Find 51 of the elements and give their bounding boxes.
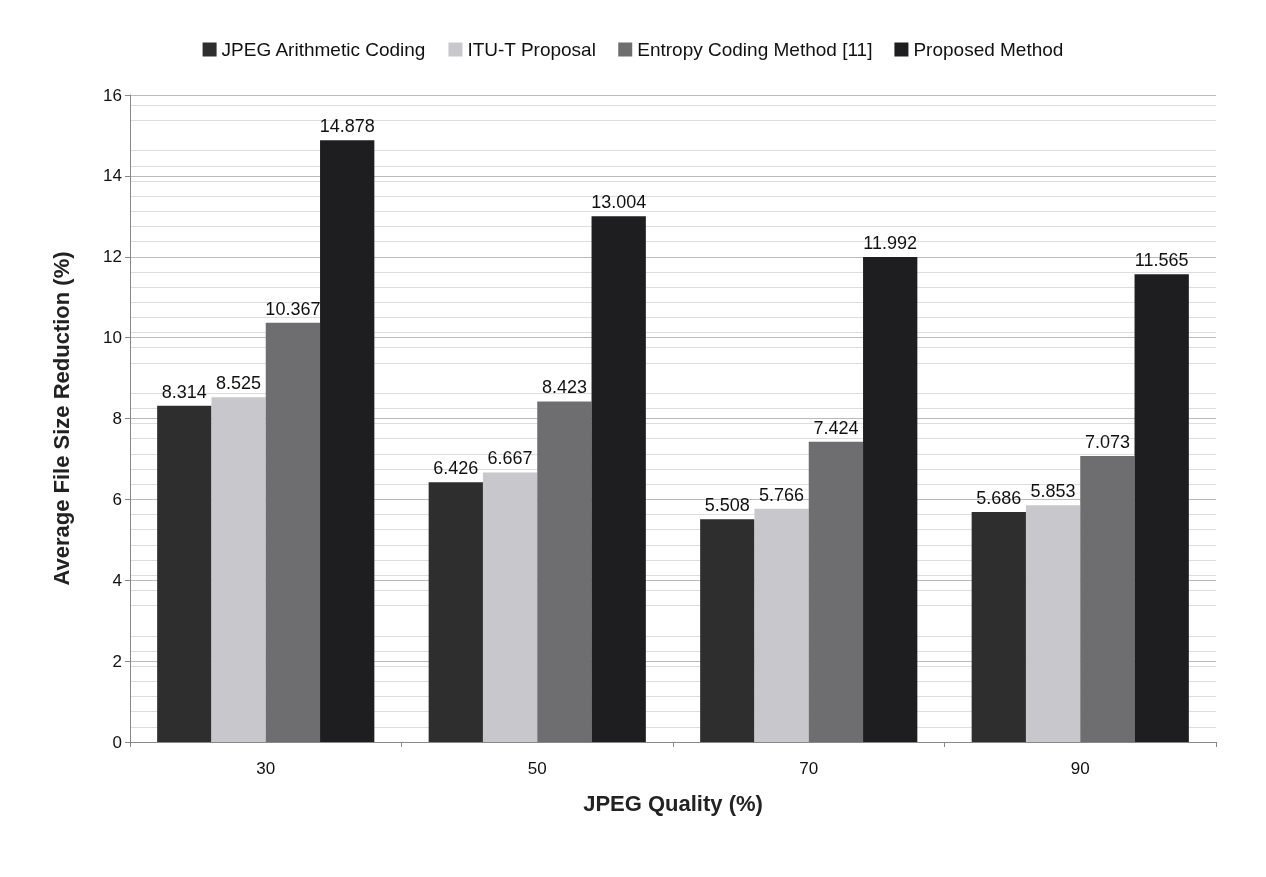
x-tick-label: 50 [527, 759, 547, 778]
y-tick-label: 0 [112, 732, 122, 752]
y-tick-label: 14 [103, 166, 122, 186]
bar [320, 140, 375, 742]
data-label: 5.508 [704, 495, 750, 516]
bar [537, 401, 592, 742]
y-tick-label: 8 [112, 409, 122, 428]
bar [700, 519, 755, 742]
bar [808, 441, 864, 742]
y-tick-label: 2 [112, 651, 122, 671]
x-tick-label: 90 [1070, 759, 1090, 778]
bar [482, 472, 538, 742]
data-label: 5.686 [976, 488, 1022, 509]
data-label: 5.766 [759, 484, 805, 505]
data-label: 13.004 [591, 192, 647, 213]
bar [1025, 505, 1081, 742]
x-tick-label: 70 [799, 759, 819, 778]
data-label: 11.565 [1134, 250, 1189, 271]
data-label: 7.073 [1084, 431, 1130, 452]
bar [157, 405, 212, 742]
data-label: 6.426 [433, 458, 479, 479]
y-tick-label: 4 [112, 570, 122, 590]
bar [971, 512, 1026, 742]
bar [265, 322, 321, 742]
legend-label: Proposed Method [913, 39, 1064, 60]
legend-label: JPEG Arithmetic Coding [221, 39, 426, 60]
bar [1080, 455, 1135, 742]
data-label: 11.992 [863, 233, 918, 254]
data-label: 10.367 [265, 298, 321, 319]
bar [428, 482, 483, 742]
bar [1134, 274, 1189, 742]
x-tick-label: 30 [256, 759, 276, 778]
bar [591, 216, 646, 742]
data-label: 7.424 [813, 417, 859, 438]
data-label: 8.525 [216, 373, 262, 394]
y-tick-label: 10 [103, 328, 122, 348]
y-tick-label: 6 [112, 489, 122, 509]
bar [863, 257, 918, 742]
bar [211, 397, 266, 742]
y-tick-label: 12 [103, 247, 122, 267]
legend-label: Entropy Coding Method [11] [637, 39, 873, 60]
data-label: 6.667 [487, 448, 533, 469]
data-label: 8.314 [161, 381, 207, 402]
bar [754, 508, 809, 742]
x-axis-title: JPEG Quality (%) [583, 790, 763, 816]
legend-label: ITU-T Proposal [467, 39, 596, 60]
y-axis-title: Average File Size Reduction (%) [48, 251, 74, 586]
y-tick-label: 16 [103, 85, 122, 105]
data-label: 8.423 [541, 377, 587, 398]
data-label: 14.878 [319, 116, 375, 137]
data-label: 5.853 [1030, 481, 1076, 502]
